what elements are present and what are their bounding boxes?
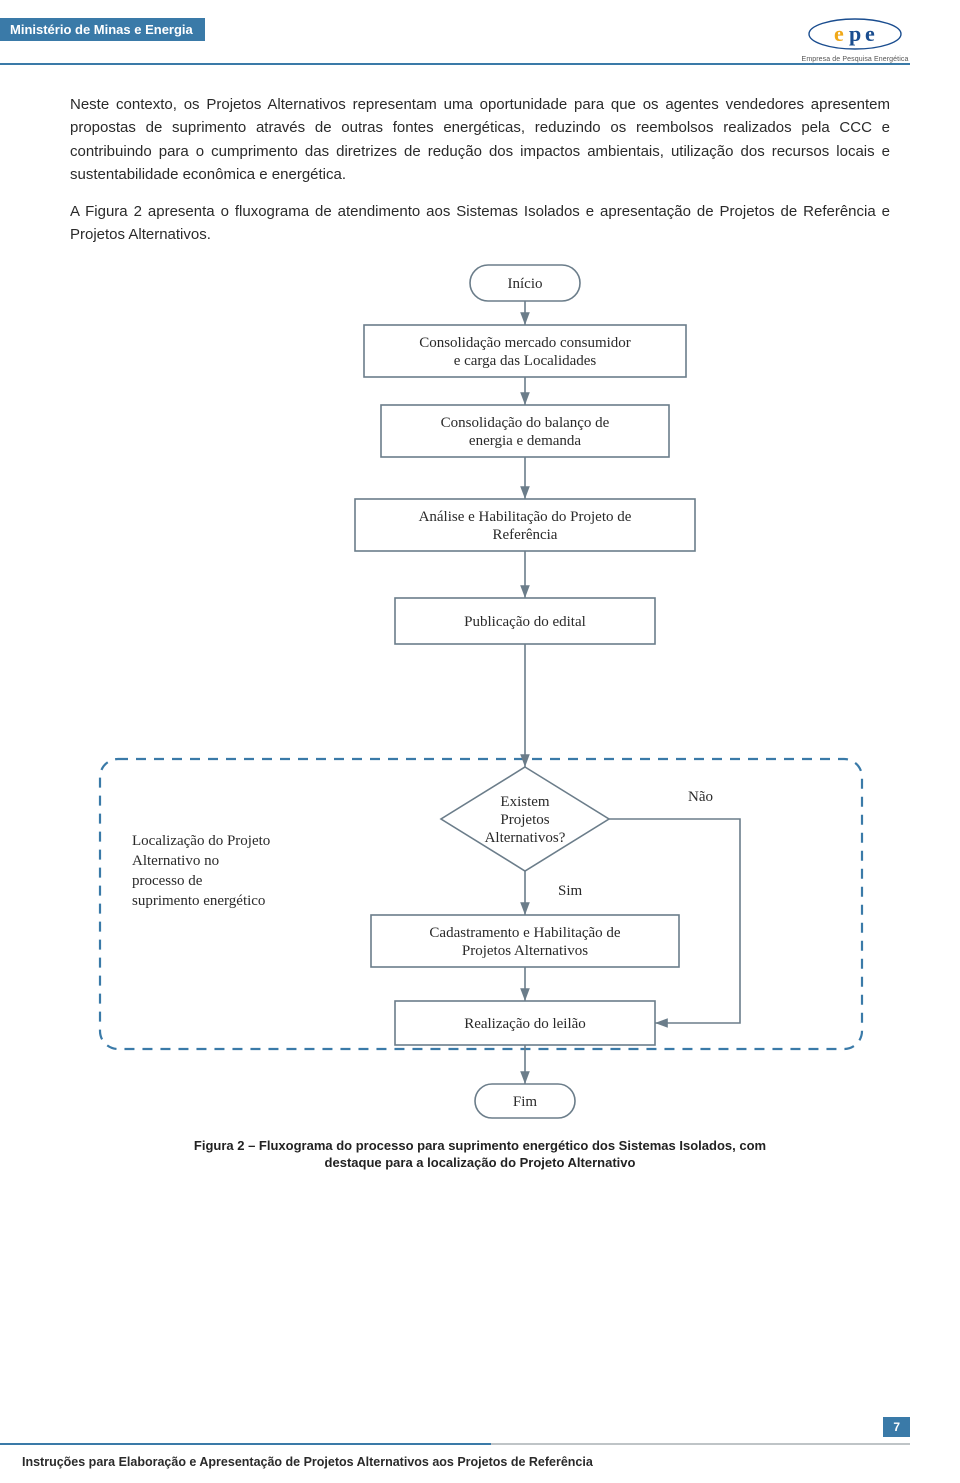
svg-text:Fim: Fim [513,1094,538,1110]
svg-text:Projetos Alternativos: Projetos Alternativos [462,943,588,959]
svg-text:Projetos: Projetos [500,812,549,828]
header-badge: Ministério de Minas e Energia [0,18,205,41]
paragraph-1: Neste contexto, os Projetos Alternativos… [70,93,890,186]
svg-text:Existem: Existem [500,794,549,810]
logo-letter-p: p [849,21,861,46]
figure-caption: Figura 2 – Fluxograma do processo para s… [0,1131,960,1172]
svg-text:Consolidação do balanço de: Consolidação do balanço de [441,415,610,431]
svg-text:Cadastramento e Habilitação de: Cadastramento e Habilitação de [429,925,621,941]
svg-text:Localização do Projeto: Localização do Projeto [132,833,270,849]
logo-letter-e2: e [865,21,875,46]
svg-text:Alternativo no: Alternativo no [132,853,219,869]
svg-text:energia e demanda: energia e demanda [469,433,582,449]
logo-letter-e1: e [834,21,844,46]
svg-text:e carga das Localidades: e carga das Localidades [454,353,597,369]
svg-text:suprimento energético: suprimento energético [132,893,265,909]
page-number: 7 [883,1417,910,1437]
footer-text: Instruções para Elaboração e Apresentaçã… [0,1445,960,1483]
svg-text:Consolidação mercado consumido: Consolidação mercado consumidor [419,335,631,351]
flowchart: Sim Não Início Consolidação mercado consumi… [70,261,890,1131]
paragraph-2: A Figura 2 apresenta o fluxograma de ate… [70,200,890,247]
logo-subtext: Empresa de Pesquisa Energética [800,56,910,63]
svg-text:Não: Não [688,789,713,805]
svg-text:Início: Início [508,276,543,292]
epe-logo-icon: e p e [800,14,910,54]
svg-text:Sim: Sim [558,883,583,899]
svg-text:processo de: processo de [132,873,203,889]
svg-text:Alternativos?: Alternativos? [485,830,566,846]
svg-text:Análise e Habilitação do Proje: Análise e Habilitação do Projeto de [419,509,632,525]
epe-logo: e p e Empresa de Pesquisa Energética [800,14,910,63]
svg-text:Realização do leilão: Realização do leilão [464,1016,586,1032]
svg-text:Referência: Referência [493,527,558,543]
svg-text:Publicação do edital: Publicação do edital [464,614,586,630]
